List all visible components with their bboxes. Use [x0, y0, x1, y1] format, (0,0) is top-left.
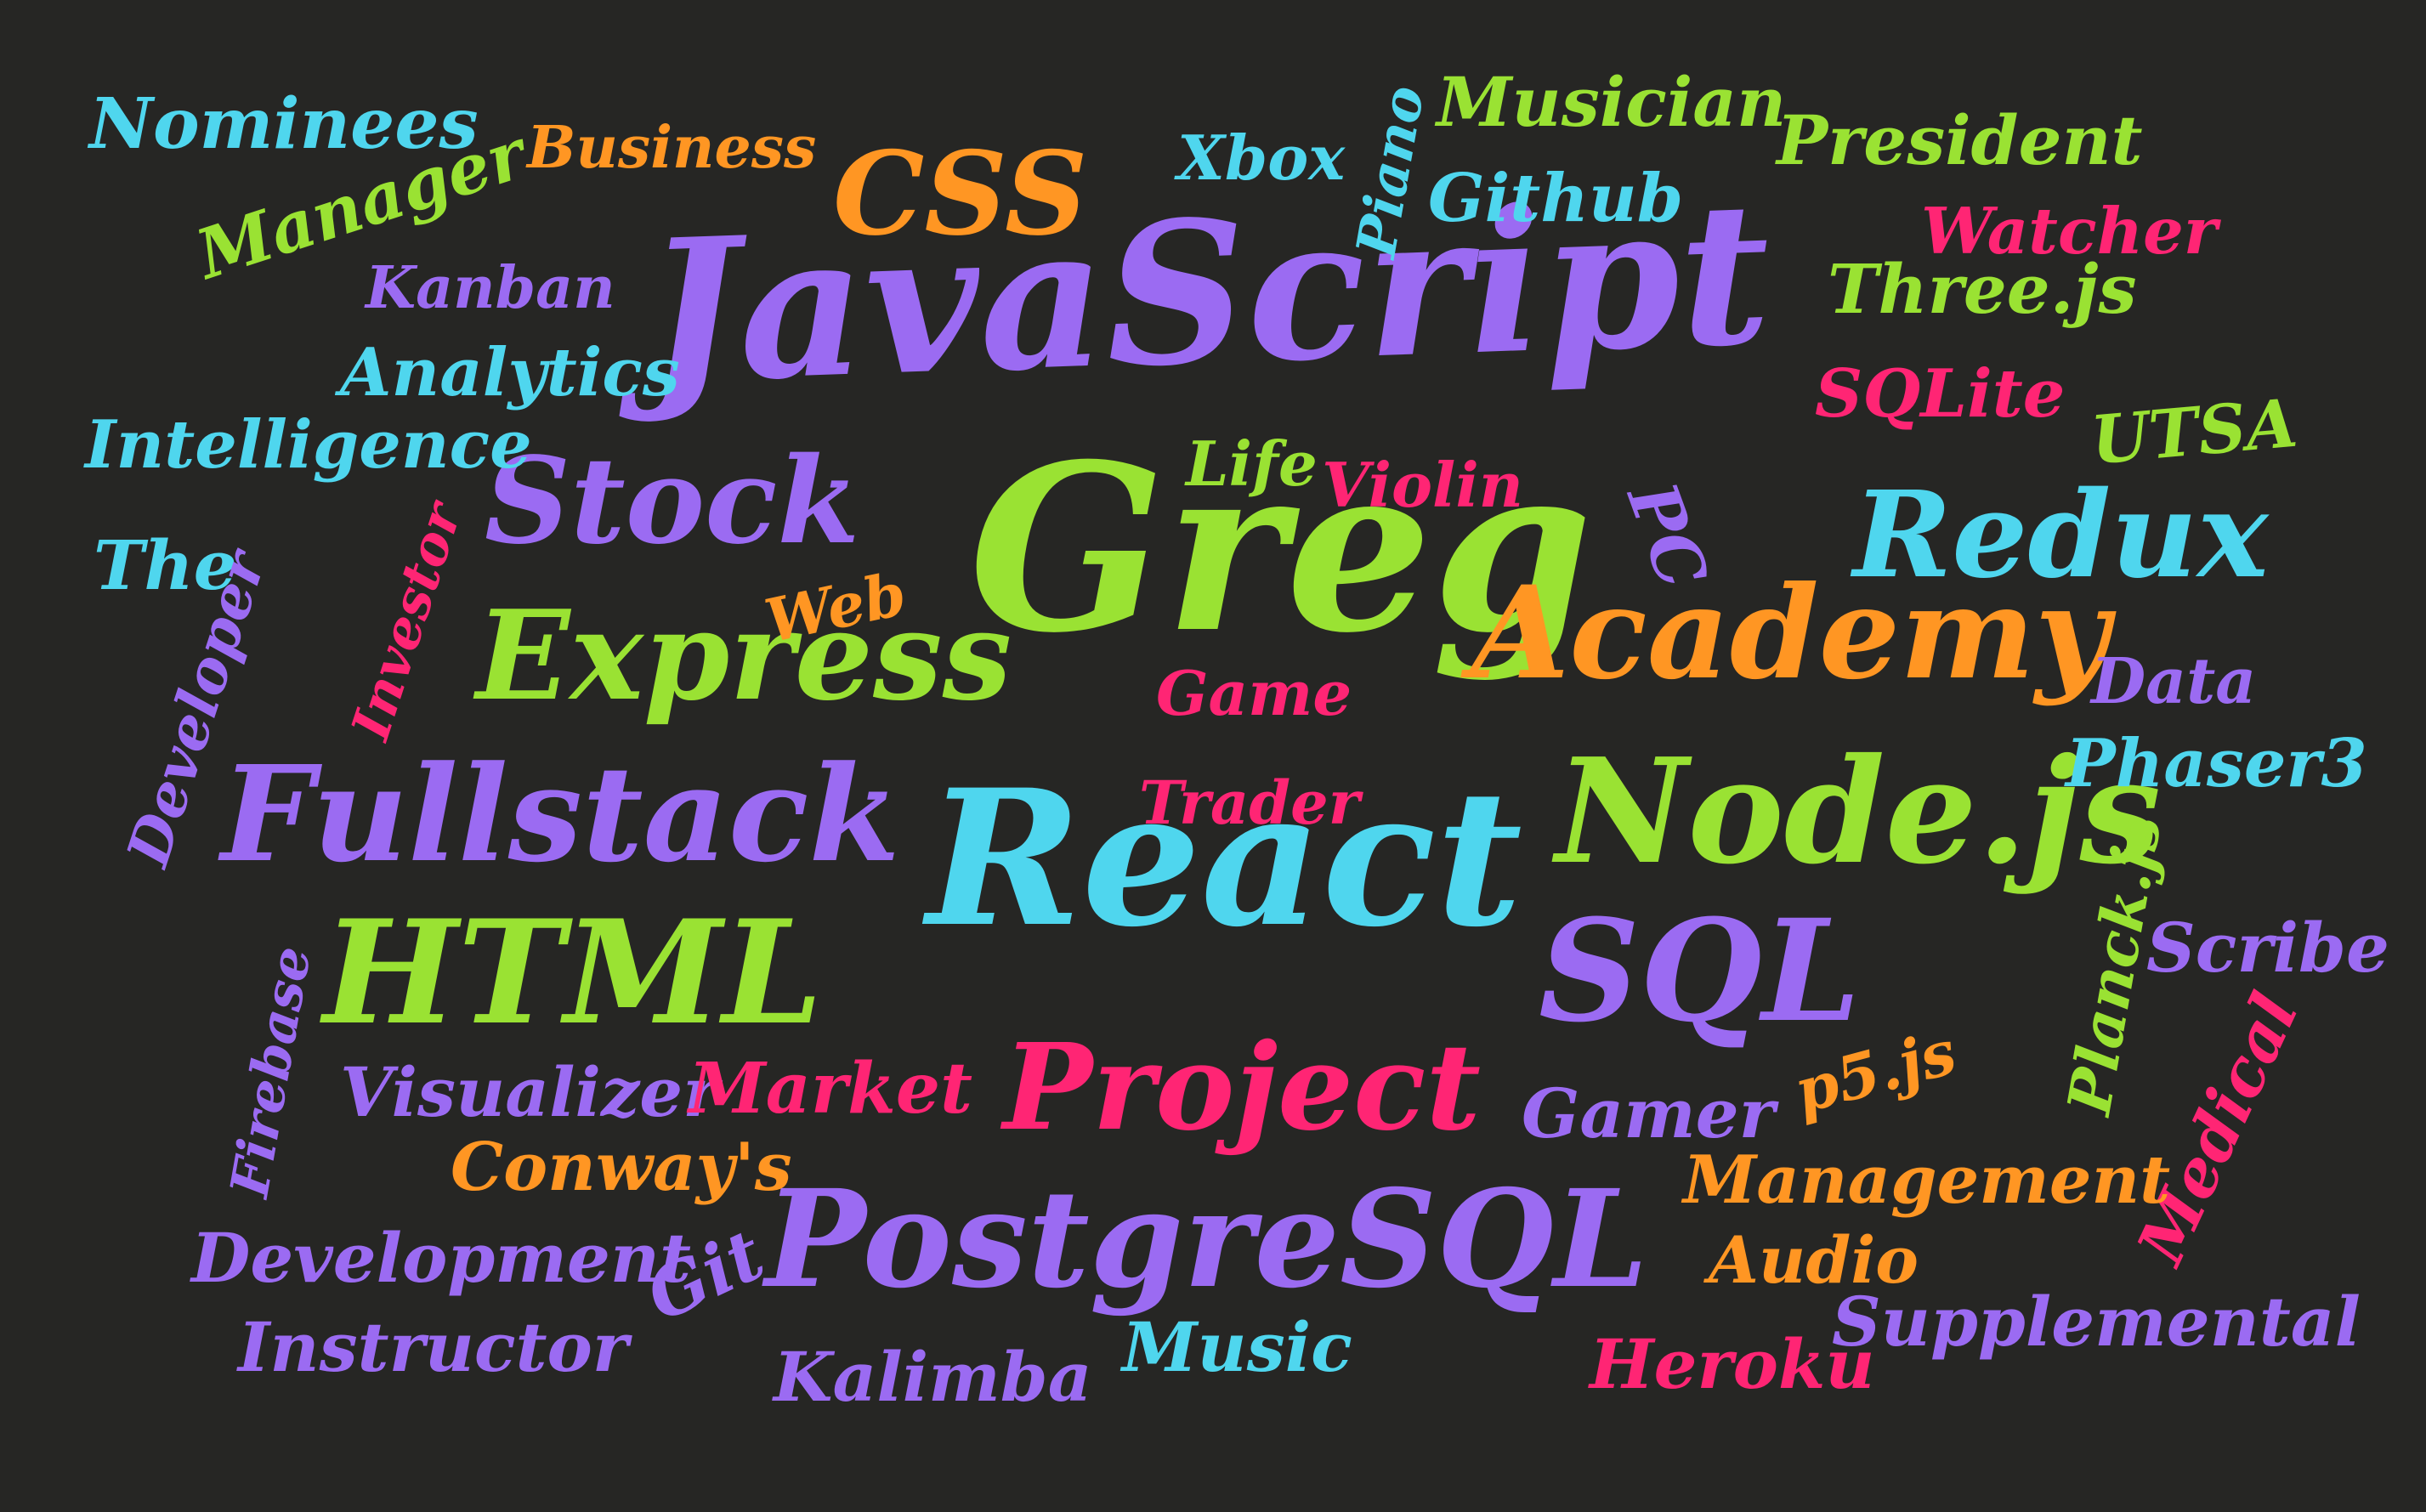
- word-kanban: Kanban: [366, 254, 615, 322]
- word-president: President: [1777, 100, 2143, 180]
- word-fullstack: Fullstack: [221, 736, 900, 892]
- word-intelligence: Intelligence: [85, 406, 532, 484]
- word-development: Development: [191, 1218, 692, 1298]
- word-music: Music: [1122, 1307, 1352, 1387]
- word-express: Express: [476, 584, 1012, 728]
- word-project: Project: [1003, 1018, 1482, 1158]
- word-firebase: Firebase: [218, 942, 324, 1202]
- word-violin: Violin: [1322, 449, 1524, 521]
- word-utsa: UTSA: [2088, 384, 2301, 480]
- word-management: Management: [1683, 1141, 2171, 1219]
- word-github: Github: [1428, 160, 1684, 237]
- word-css: CSS: [833, 126, 1088, 261]
- word-supplemental: Supplemental: [1832, 1282, 2361, 1362]
- word-trader: Trader: [1139, 767, 1360, 838]
- word-phaser3: Phaser3: [2066, 725, 2367, 802]
- word-node-js: Node.js: [1556, 727, 2162, 897]
- word-visualizer: Visualizer: [340, 1052, 719, 1132]
- word-medical: Medical: [2123, 982, 2313, 1276]
- word-life: Life: [1186, 428, 1318, 500]
- word-conways: Conway's: [451, 1129, 792, 1206]
- word-sql: SQL: [1539, 888, 1861, 1053]
- word-the: The: [94, 525, 237, 605]
- word-academy: Academy: [1471, 558, 2110, 708]
- word-redux: Redux: [1853, 466, 2269, 605]
- word-greg: Greg: [969, 413, 1593, 683]
- word-sqlite: SQLite: [1815, 355, 2066, 433]
- word-game: Game: [1156, 657, 1352, 729]
- word-stock: Stock: [485, 432, 860, 571]
- word-instructor: Instructor: [238, 1307, 629, 1387]
- word-gamer: Gamer: [1522, 1073, 1775, 1153]
- word-scribe: Scribe: [2146, 908, 2389, 988]
- word-business: Business: [527, 114, 817, 182]
- word-musician: Musician: [1437, 62, 1787, 142]
- word-investor: Investor: [339, 496, 474, 747]
- word-postgresql: PostgreSQL: [765, 1161, 1648, 1318]
- word-market: Market: [689, 1048, 972, 1130]
- word-audio: Audio: [1709, 1222, 1919, 1298]
- word-nominees: Nominees: [89, 83, 479, 165]
- word-html: HTML: [323, 888, 823, 1056]
- word-kalimba: Kalimba: [774, 1337, 1092, 1417]
- word-data: Data: [2091, 645, 2257, 718]
- word-heroku: Heroku: [1590, 1324, 1875, 1404]
- word-xbox: Xbox: [1177, 122, 1346, 194]
- word-three-js: Three.js: [1828, 249, 2137, 329]
- word-analytics: Analytics: [340, 334, 680, 411]
- word-watcher: Watcher: [1921, 194, 2218, 269]
- word-react: React: [927, 748, 1522, 968]
